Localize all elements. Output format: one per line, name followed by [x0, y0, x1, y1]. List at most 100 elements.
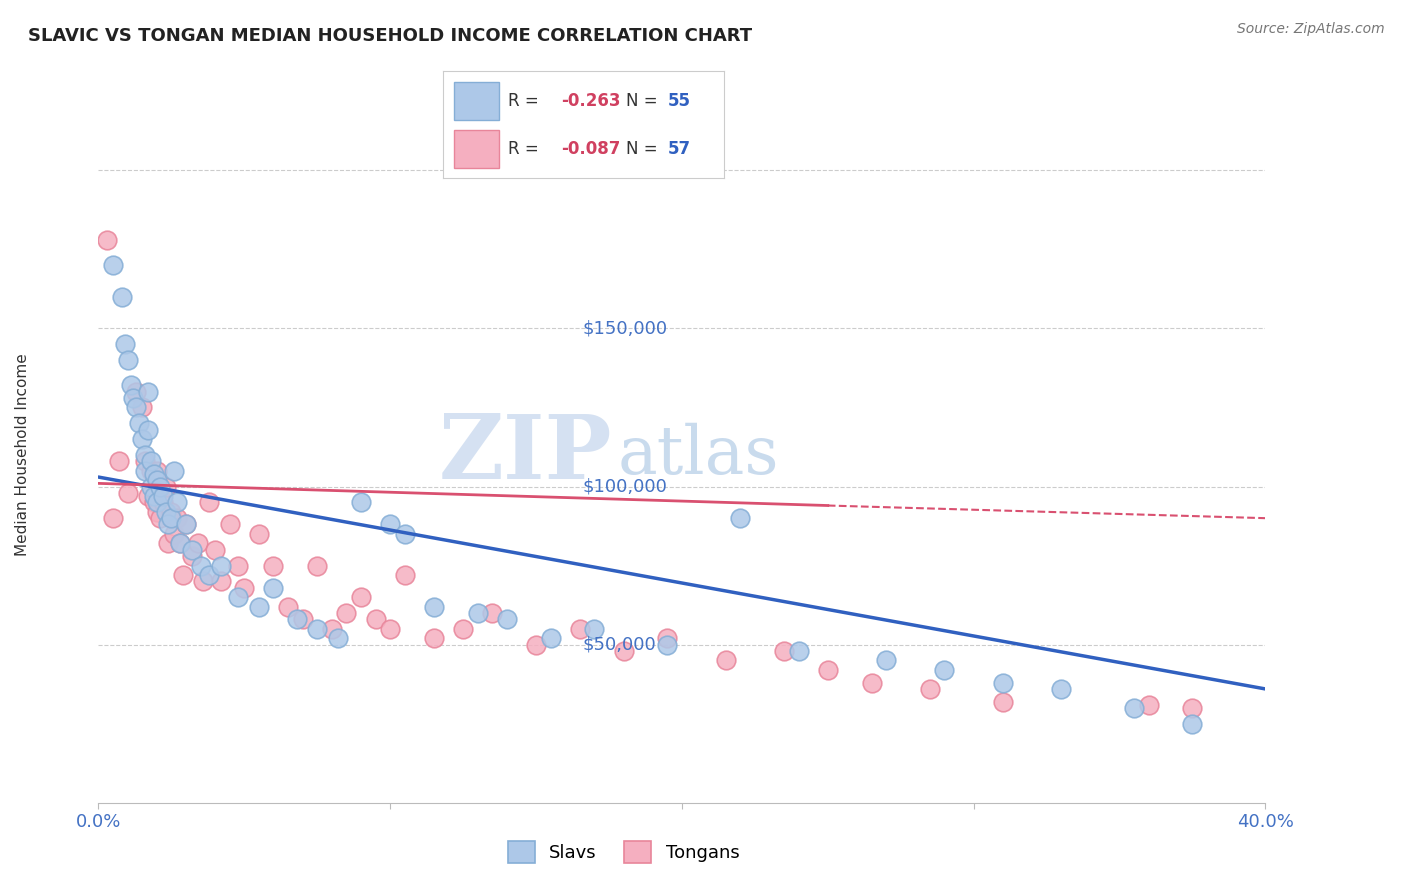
- Point: [155, 505, 177, 519]
- Text: atlas: atlas: [617, 422, 779, 488]
- Legend: Slavs, Tongans: Slavs, Tongans: [501, 834, 747, 871]
- Point: [1050, 681, 1073, 696]
- Point: [139, 464, 162, 478]
- Point: [1181, 716, 1204, 731]
- Point: [166, 511, 188, 525]
- Text: N =: N =: [626, 92, 657, 110]
- Point: [285, 612, 308, 626]
- Text: $150,000: $150,000: [582, 319, 668, 337]
- Point: [350, 591, 373, 605]
- Point: [228, 591, 250, 605]
- Point: [773, 644, 796, 658]
- Point: [117, 486, 139, 500]
- Point: [146, 473, 169, 487]
- Point: [583, 622, 606, 636]
- Point: [142, 495, 165, 509]
- Point: [233, 581, 256, 595]
- Point: [117, 353, 139, 368]
- Point: [1137, 698, 1160, 712]
- Point: [198, 495, 221, 509]
- Point: [198, 568, 221, 582]
- Point: [394, 568, 416, 582]
- Text: -0.263: -0.263: [561, 92, 620, 110]
- Point: [714, 653, 737, 667]
- Text: -0.087: -0.087: [561, 140, 620, 158]
- Point: [1181, 701, 1204, 715]
- Point: [991, 675, 1014, 690]
- Point: [172, 568, 194, 582]
- Point: [378, 622, 402, 636]
- Text: $200,000: $200,000: [582, 161, 668, 179]
- Point: [160, 511, 183, 525]
- Point: [918, 681, 941, 696]
- Point: [101, 511, 124, 525]
- Point: [114, 337, 136, 351]
- Point: [657, 638, 679, 652]
- Bar: [454, 82, 499, 120]
- Point: [307, 558, 329, 573]
- Point: [326, 632, 349, 646]
- Point: [204, 542, 226, 557]
- Point: [169, 536, 191, 550]
- Point: [166, 495, 188, 509]
- Point: [335, 606, 357, 620]
- Point: [228, 558, 250, 573]
- Text: R =: R =: [508, 92, 538, 110]
- Point: [134, 454, 156, 468]
- Point: [149, 511, 172, 525]
- Point: [209, 574, 232, 589]
- Point: [860, 675, 883, 690]
- Point: [155, 479, 177, 493]
- Point: [142, 467, 165, 481]
- Point: [540, 632, 562, 646]
- Text: $50,000: $50,000: [582, 636, 657, 654]
- Text: 55: 55: [668, 92, 690, 110]
- Point: [146, 505, 169, 519]
- Point: [423, 632, 446, 646]
- Point: [101, 258, 124, 272]
- Point: [467, 606, 489, 620]
- Text: R =: R =: [508, 140, 538, 158]
- Point: [247, 599, 270, 614]
- Point: [180, 542, 202, 557]
- Text: N =: N =: [626, 140, 657, 158]
- Point: [350, 495, 373, 509]
- Point: [134, 448, 156, 462]
- Point: [149, 479, 172, 493]
- Point: [174, 517, 197, 532]
- Point: [1123, 701, 1146, 715]
- Point: [157, 536, 180, 550]
- Point: [307, 622, 329, 636]
- Point: [277, 599, 299, 614]
- Point: [108, 454, 131, 468]
- Text: ZIP: ZIP: [439, 411, 612, 499]
- Text: 57: 57: [668, 140, 690, 158]
- Point: [394, 527, 416, 541]
- Point: [190, 558, 212, 573]
- Point: [136, 489, 159, 503]
- Point: [152, 495, 174, 509]
- Point: [728, 511, 751, 525]
- Point: [495, 612, 517, 626]
- Point: [657, 632, 679, 646]
- Point: [451, 622, 474, 636]
- Point: [568, 622, 591, 636]
- Text: SLAVIC VS TONGAN MEDIAN HOUSEHOLD INCOME CORRELATION CHART: SLAVIC VS TONGAN MEDIAN HOUSEHOLD INCOME…: [28, 27, 752, 45]
- Point: [247, 527, 270, 541]
- Point: [122, 391, 145, 405]
- Point: [875, 653, 897, 667]
- Point: [142, 489, 165, 503]
- Point: [787, 644, 810, 658]
- Point: [180, 549, 202, 563]
- Point: [378, 517, 402, 532]
- Point: [193, 574, 215, 589]
- Point: [157, 517, 180, 532]
- Point: [187, 536, 209, 550]
- Point: [96, 233, 118, 247]
- Point: [364, 612, 387, 626]
- Point: [125, 401, 148, 415]
- Point: [817, 663, 839, 677]
- Point: [218, 517, 240, 532]
- Bar: [454, 130, 499, 168]
- Point: [131, 401, 153, 415]
